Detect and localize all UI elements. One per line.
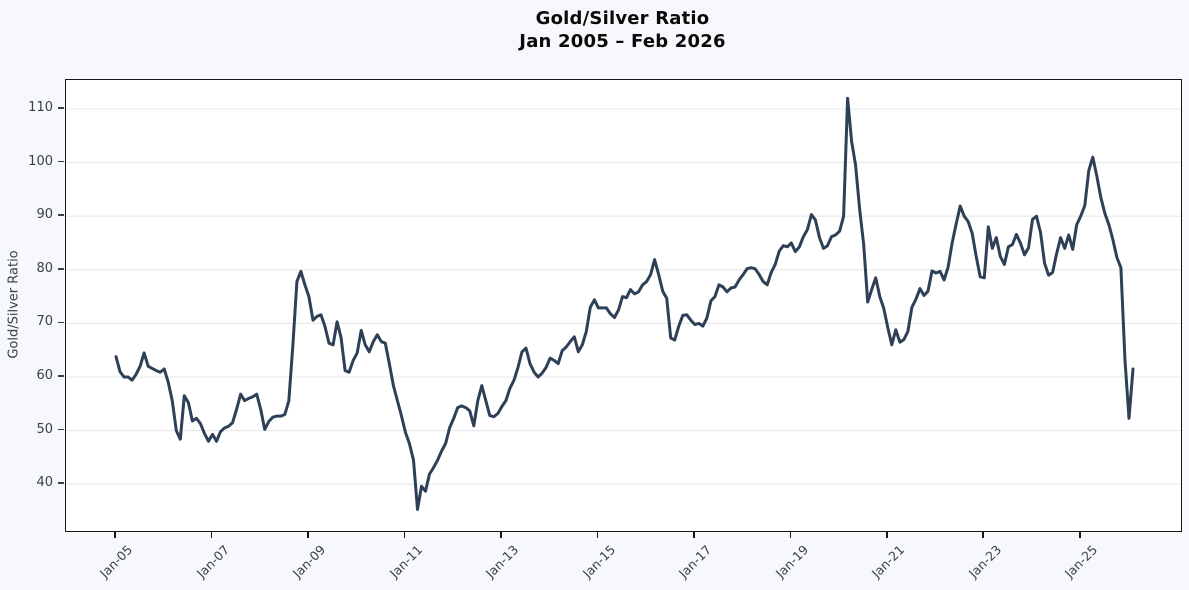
ratio-series-line bbox=[114, 96, 1135, 511]
x-tick-mark bbox=[982, 532, 985, 538]
y-tick-mark bbox=[58, 482, 64, 484]
y-tick-label: 60 bbox=[36, 368, 53, 383]
x-tick-label: Jan-07 bbox=[193, 542, 233, 581]
x-tick-mark bbox=[693, 532, 695, 538]
x-tick-label: Jan-21 bbox=[868, 542, 908, 581]
x-tick-label: Jan-23 bbox=[965, 542, 1004, 581]
chart-title-line1: Gold/Silver Ratio bbox=[535, 8, 710, 29]
y-tick-mark bbox=[58, 375, 64, 377]
y-tick-mark bbox=[58, 268, 64, 270]
x-tick-mark bbox=[500, 532, 502, 538]
x-tick-mark bbox=[1078, 532, 1081, 538]
x-tick-label: Jan-09 bbox=[289, 542, 329, 581]
x-tick-label: Jan-25 bbox=[1061, 542, 1101, 581]
y-tick-label: 110 bbox=[28, 100, 53, 115]
y-tick-mark bbox=[58, 160, 64, 163]
x-tick-mark bbox=[307, 532, 309, 538]
y-axis-title: Gold/Silver Ratio bbox=[6, 250, 22, 359]
y-tick-label: 50 bbox=[36, 421, 53, 437]
x-tick-label: Jan-17 bbox=[675, 542, 715, 581]
y-tick-label: 40 bbox=[36, 475, 53, 491]
x-tick-mark bbox=[789, 532, 792, 538]
x-tick-label: Jan-11 bbox=[386, 542, 426, 581]
y-tick-mark bbox=[58, 214, 64, 216]
chart-title: Gold/Silver Ratio Jan 2005 – Feb 2026 bbox=[65, 7, 1180, 53]
x-tick-mark bbox=[210, 532, 213, 538]
y-tick-label: 70 bbox=[36, 314, 53, 330]
x-tick-label: Jan-15 bbox=[579, 542, 618, 581]
y-tick-mark bbox=[58, 321, 64, 324]
x-tick-mark bbox=[403, 532, 406, 538]
chart-subtitle-date-range: Jan 2005 – Feb 2026 bbox=[519, 31, 726, 52]
y-tick-label: 90 bbox=[36, 207, 53, 223]
x-tick-mark bbox=[596, 532, 599, 538]
x-tick-mark bbox=[885, 532, 888, 538]
y-tick-label: 80 bbox=[36, 260, 53, 276]
y-tick-mark bbox=[58, 107, 64, 109]
line-chart-svg bbox=[66, 96, 1181, 511]
x-tick-label: Jan-05 bbox=[96, 542, 136, 581]
y-tick-mark bbox=[58, 428, 64, 431]
x-tick-label: Jan-19 bbox=[772, 542, 811, 581]
x-tick-label: Jan-13 bbox=[482, 542, 522, 581]
y-tick-label: 100 bbox=[28, 153, 53, 169]
plot-area bbox=[65, 79, 1182, 532]
x-tick-mark bbox=[114, 532, 116, 538]
